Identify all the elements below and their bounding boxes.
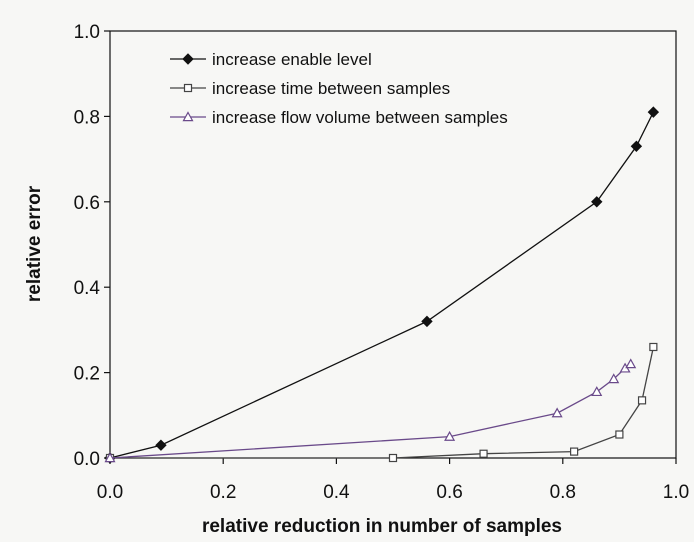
series-line	[109, 111, 654, 459]
legend-label: increase flow volume between samples	[212, 108, 508, 127]
series-3	[104, 358, 637, 463]
data-point	[591, 386, 603, 397]
legend-marker	[183, 83, 193, 93]
x-tick-label: 0.2	[210, 482, 236, 503]
y-tick-label: 0.6	[74, 193, 100, 214]
data-point	[615, 430, 624, 439]
y-tick-label: 0.8	[74, 107, 100, 128]
data-point	[649, 342, 658, 352]
y-axis-title: relative error	[24, 185, 45, 302]
y-tick-label: 0.0	[74, 449, 100, 470]
data-point	[630, 140, 643, 152]
x-axis-title: relative reduction in number of samples	[202, 516, 562, 537]
y-tick-label: 1.0	[74, 22, 100, 43]
data-point	[444, 430, 456, 441]
x-tick-label: 0.6	[436, 482, 462, 503]
data-point	[608, 373, 620, 384]
data-point	[591, 196, 603, 208]
data-point	[388, 453, 398, 463]
x-tick-label: 0.0	[97, 482, 123, 503]
legend-entry: increase flow volume between samples	[170, 108, 508, 127]
data-point	[637, 396, 647, 405]
x-tick-label: 0.8	[550, 482, 576, 503]
series-1	[104, 106, 660, 464]
y-tick-label: 0.2	[74, 364, 100, 385]
legend-label: increase time between samples	[212, 79, 450, 98]
series-group	[104, 106, 660, 464]
series-line	[109, 363, 632, 459]
legend-marker	[182, 111, 194, 122]
legend: increase enable level increase time betwe…	[170, 50, 508, 127]
data-point	[479, 449, 488, 458]
legend-entry: increase time between samples	[170, 79, 450, 98]
x-tick-label: 1.0	[663, 482, 689, 503]
data-point	[625, 358, 637, 369]
data-point	[570, 447, 579, 456]
series-2	[105, 342, 658, 463]
legend-entry: increase enable level	[170, 50, 372, 69]
data-point	[155, 439, 167, 451]
data-point	[421, 315, 433, 328]
data-point	[104, 452, 116, 463]
x-tick-label: 0.4	[323, 482, 350, 503]
legend-marker	[182, 53, 194, 65]
y-tick-label: 0.4	[74, 278, 101, 299]
data-point	[647, 106, 660, 118]
axis-ticks: 0.0 0.2 0.4 0.6 0.8 1.0 0.0 0.2 0.4 0.6 0.8 1.0	[74, 22, 690, 503]
legend-label: increase enable level	[212, 50, 372, 69]
data-point	[551, 407, 563, 418]
